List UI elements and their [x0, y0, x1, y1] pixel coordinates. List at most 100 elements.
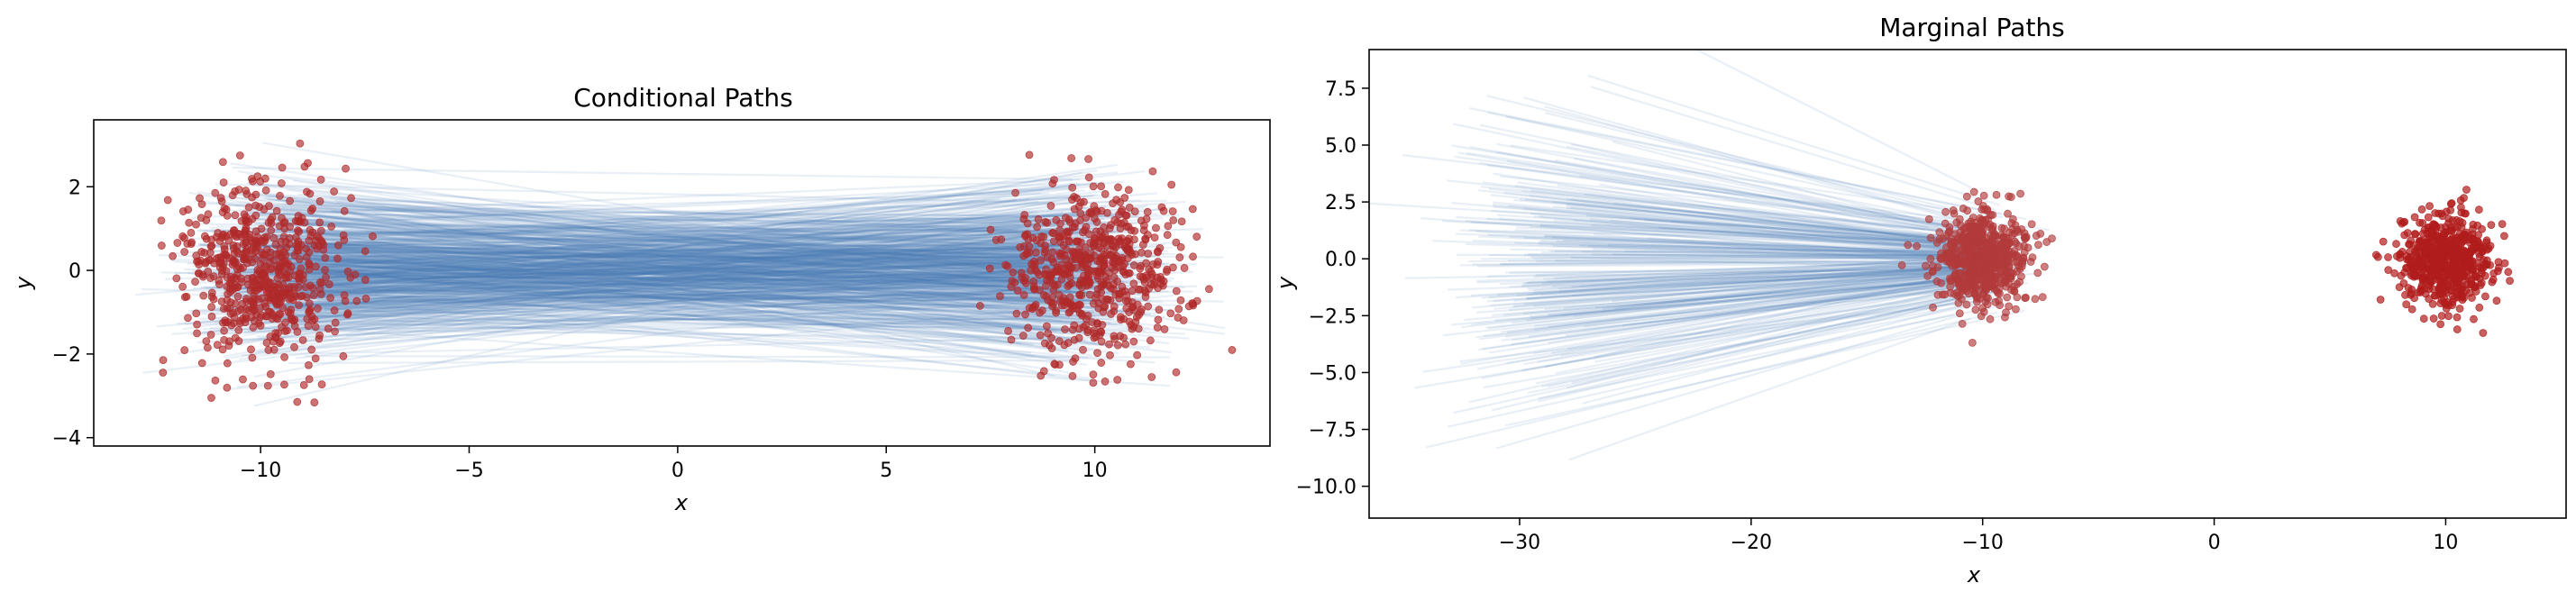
data-point — [207, 394, 215, 402]
path-line — [1496, 142, 1969, 231]
path-line — [242, 246, 1122, 322]
path-line — [246, 228, 1079, 234]
path-line — [292, 294, 1085, 303]
path-line — [357, 265, 1052, 332]
data-point — [1067, 154, 1076, 162]
path-line — [1453, 123, 1940, 228]
data-point — [1142, 214, 1151, 223]
data-point — [1077, 309, 1086, 318]
data-point — [163, 196, 172, 205]
path-line — [220, 292, 1120, 324]
data-point — [2489, 275, 2498, 284]
data-point — [267, 226, 276, 235]
data-point — [2458, 218, 2467, 227]
path-line — [267, 249, 1140, 264]
path-line — [260, 244, 1101, 284]
data-point — [192, 220, 200, 229]
data-point — [1945, 251, 1954, 260]
data-point — [1105, 340, 1113, 349]
data-point — [308, 205, 317, 213]
path-line — [313, 255, 1090, 328]
path-line — [330, 274, 1041, 300]
path-line — [223, 241, 1143, 312]
path-line — [1536, 260, 1960, 267]
data-point — [1077, 291, 1086, 300]
path-line — [193, 264, 1066, 284]
path-line — [233, 252, 1101, 283]
data-point — [226, 309, 235, 318]
data-point — [237, 274, 245, 283]
data-point — [1023, 219, 1032, 228]
data-point — [1979, 276, 1988, 285]
data-point — [2453, 313, 2462, 322]
y-tick-label: 0 — [69, 260, 81, 283]
path-line — [279, 269, 1060, 296]
chart-title: Conditional Paths — [573, 83, 793, 113]
path-line — [305, 242, 1039, 287]
path-line — [1522, 268, 1971, 285]
data-point — [252, 240, 261, 249]
path-line — [325, 241, 1102, 277]
path-line — [246, 228, 1135, 303]
data-point — [331, 327, 339, 336]
path-line — [215, 230, 1058, 252]
data-point — [346, 273, 355, 282]
path-line — [299, 288, 1082, 343]
data-point — [2445, 248, 2454, 256]
data-point — [2040, 262, 2049, 271]
data-point — [239, 375, 247, 384]
path-line — [258, 229, 1122, 242]
path-line — [1477, 281, 1952, 370]
path-line — [1481, 262, 1997, 299]
data-point — [1124, 269, 1133, 278]
data-point — [2442, 305, 2451, 313]
data-point — [2465, 238, 2474, 247]
path-line — [256, 269, 1084, 326]
path-line — [250, 245, 1055, 272]
data-point — [2447, 199, 2456, 207]
path-line — [259, 276, 1124, 324]
path-line — [1538, 292, 1994, 403]
data-point — [2002, 240, 2010, 249]
data-point — [1163, 231, 1172, 240]
data-point — [157, 216, 166, 225]
path-line — [260, 238, 1085, 330]
path-line — [261, 303, 1031, 354]
data-point — [2479, 329, 2488, 337]
path-line — [1486, 262, 1994, 303]
path-line — [1404, 267, 2013, 279]
path-line — [1509, 265, 1963, 274]
data-point — [2481, 292, 2489, 301]
data-point — [2013, 225, 2022, 234]
path-line — [260, 190, 1055, 378]
data-point — [2458, 282, 2467, 291]
data-point — [343, 309, 352, 318]
path-line — [1554, 259, 1955, 279]
data-point — [251, 190, 260, 199]
path-line — [215, 306, 1167, 332]
path-line — [235, 287, 1107, 303]
path-line — [268, 240, 1115, 295]
path-line — [265, 281, 1063, 323]
path-line — [254, 240, 1147, 283]
path-line — [1544, 274, 1971, 310]
path-line — [244, 255, 1131, 298]
data-point — [218, 158, 227, 167]
data-point — [207, 303, 216, 312]
path-line — [1513, 266, 2023, 302]
path-line — [1539, 225, 1962, 259]
data-point — [1169, 215, 1178, 224]
path-line — [343, 228, 1092, 264]
data-point — [242, 295, 251, 303]
data-point — [1140, 278, 1149, 287]
path-line — [329, 272, 1068, 352]
data-point — [219, 178, 228, 187]
data-point — [1039, 232, 1048, 241]
path-line — [1508, 260, 1973, 265]
path-line — [284, 234, 1129, 289]
path-line — [1469, 107, 2002, 215]
path-line — [1527, 269, 2023, 290]
path-line — [1508, 267, 1978, 312]
path-line — [296, 192, 1042, 215]
path-line — [346, 258, 1109, 280]
